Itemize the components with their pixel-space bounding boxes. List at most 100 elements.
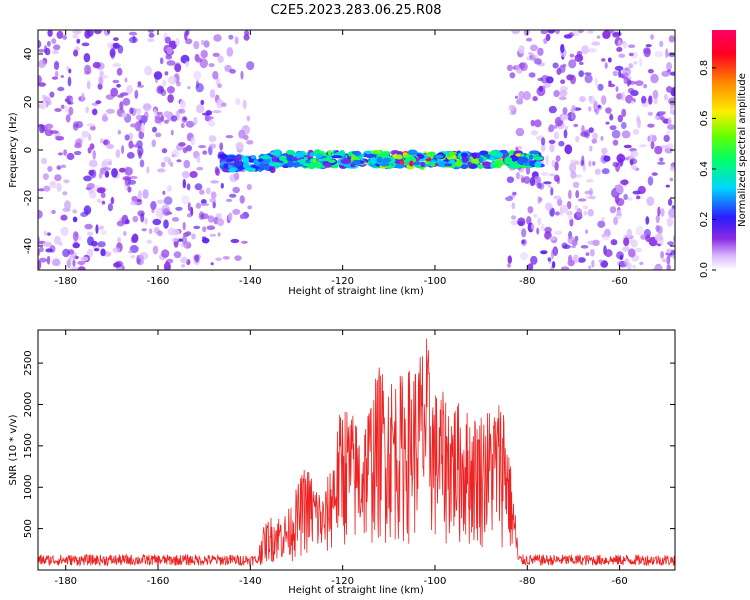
heatmap-cell [651, 172, 658, 176]
heatmap-cell [655, 224, 660, 232]
heatmap-cell [660, 208, 665, 217]
heatmap-cell [534, 119, 542, 128]
heatmap-marks [38, 30, 675, 270]
heatmap-cell [600, 136, 604, 141]
heatmap-cell [226, 158, 235, 162]
heatmap-cell [570, 112, 575, 121]
heatmap-cell [504, 156, 513, 164]
heatmap-cell [46, 40, 51, 47]
colorbar-tick-label: 0.6 [699, 110, 710, 126]
heatmap-cell [202, 226, 207, 233]
heatmap-cell [47, 30, 53, 37]
heatmap-cell [585, 252, 590, 256]
heatmap-cell [547, 184, 552, 189]
heatmap-cell [235, 97, 241, 106]
heatmap-cell [246, 167, 256, 172]
heatmap-cell [615, 184, 623, 194]
heatmap-cell [83, 53, 91, 63]
heatmap-cell [596, 35, 601, 39]
heatmap-cell [562, 63, 567, 68]
heatmap-cell [562, 244, 571, 249]
heatmap-cell [525, 37, 533, 42]
heatmap-cell [627, 87, 635, 94]
heatmap-cell [176, 159, 182, 163]
heatmap-cell [90, 125, 96, 131]
heatmap-cell [661, 111, 666, 115]
heatmap-cell [183, 159, 191, 169]
heatmap-cell [274, 149, 281, 157]
heatmap-cell [111, 168, 118, 178]
bottom-x-axis-label: Height of straight line (km) [288, 585, 424, 596]
heatmap-cell [591, 259, 595, 268]
heatmap-cell [429, 161, 436, 168]
heatmap-cell [537, 217, 542, 226]
heatmap-cell [527, 52, 534, 56]
heatmap-cell [315, 153, 324, 159]
heatmap-cell [233, 156, 239, 164]
heatmap-cell [629, 158, 638, 165]
heatmap-cell [81, 92, 85, 103]
heatmap-cell [200, 203, 210, 206]
heatmap-cell [227, 164, 233, 168]
y-tick-label: 500 [23, 519, 34, 538]
colorbar-tick-label: 0.4 [699, 161, 710, 177]
heatmap-cell [518, 174, 525, 179]
heatmap-cell [62, 207, 71, 212]
figure-title: C2E5.2023.283.06.25.R08 [270, 3, 441, 18]
heatmap-cell [121, 145, 125, 154]
heatmap-cell [643, 84, 647, 89]
heatmap-cell [162, 208, 171, 217]
heatmap-cell [99, 138, 104, 144]
heatmap-cell [215, 76, 220, 86]
heatmap-cell [142, 189, 149, 199]
heatmap-cell [138, 130, 145, 140]
heatmap-cell [650, 141, 655, 150]
heatmap-cell [147, 30, 154, 33]
heatmap-cell [204, 114, 210, 122]
heatmap-cell [604, 62, 608, 69]
colorbar-tick-label: 0.0 [699, 262, 710, 278]
heatmap-cell [47, 232, 51, 236]
heatmap-cell [554, 230, 563, 236]
heatmap-cell [43, 230, 48, 236]
heatmap-cell [195, 202, 202, 209]
heatmap-cell [530, 223, 535, 231]
heatmap-cell [116, 67, 123, 76]
heatmap-cell [115, 149, 121, 159]
heatmap-cell [80, 256, 89, 262]
heatmap-cell [538, 85, 544, 92]
heatmap-cell [181, 195, 190, 205]
heatmap-cell [597, 220, 606, 228]
spectrogram-frame [37, 29, 676, 271]
heatmap-cell [577, 198, 587, 202]
heatmap-cell [530, 119, 535, 127]
heatmap-cell [56, 30, 64, 39]
heatmap-cell [579, 61, 584, 65]
heatmap-cell [130, 255, 136, 259]
heatmap-cell [106, 144, 115, 149]
heatmap-cell [232, 208, 241, 215]
heatmap-cell [113, 262, 122, 268]
heatmap-cell [186, 213, 193, 218]
heatmap-cell [532, 156, 544, 161]
heatmap-cell [166, 60, 176, 66]
heatmap-cell [621, 130, 631, 139]
heatmap-cell [504, 152, 510, 157]
heatmap-cell [654, 233, 663, 242]
heatmap-cell [569, 218, 574, 227]
heatmap-cell [195, 83, 204, 93]
heatmap-cell [520, 252, 528, 260]
heatmap-cell [52, 259, 61, 267]
heatmap-cell [130, 236, 136, 244]
heatmap-cell [199, 189, 205, 195]
heatmap-cell [38, 40, 42, 49]
heatmap-cell [72, 231, 79, 242]
heatmap-cell [667, 198, 673, 206]
heatmap-cell [64, 105, 69, 113]
heatmap-cell [645, 234, 651, 242]
heatmap-cell [164, 260, 169, 270]
heatmap-cell [537, 77, 544, 82]
heatmap-cell [668, 208, 675, 219]
heatmap-cell [170, 129, 174, 136]
heatmap-cell [654, 265, 663, 270]
